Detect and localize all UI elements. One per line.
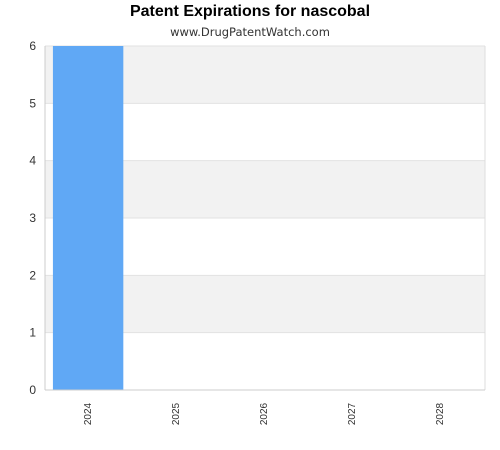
x-tick-label: 2028	[435, 402, 446, 425]
y-tick-label: 5	[29, 96, 36, 110]
x-tick-label: 2026	[259, 402, 270, 425]
y-tick-label: 3	[29, 211, 36, 225]
y-tick-label: 1	[29, 326, 36, 340]
y-tick-label: 0	[29, 383, 36, 397]
bar	[53, 46, 123, 390]
y-tick-labels: 0 1 2 3 4 5 6	[29, 39, 36, 397]
y-tick-label: 2	[29, 268, 36, 282]
x-tick-label: 2025	[171, 402, 182, 425]
y-tick-label: 4	[29, 154, 36, 168]
x-tick-label: 2024	[83, 402, 94, 425]
x-tick-label: 2027	[347, 402, 358, 425]
bars	[53, 46, 123, 390]
y-tick-label: 6	[29, 39, 36, 53]
x-tick-labels: 2024 2025 2026 2027 2028	[83, 402, 446, 425]
